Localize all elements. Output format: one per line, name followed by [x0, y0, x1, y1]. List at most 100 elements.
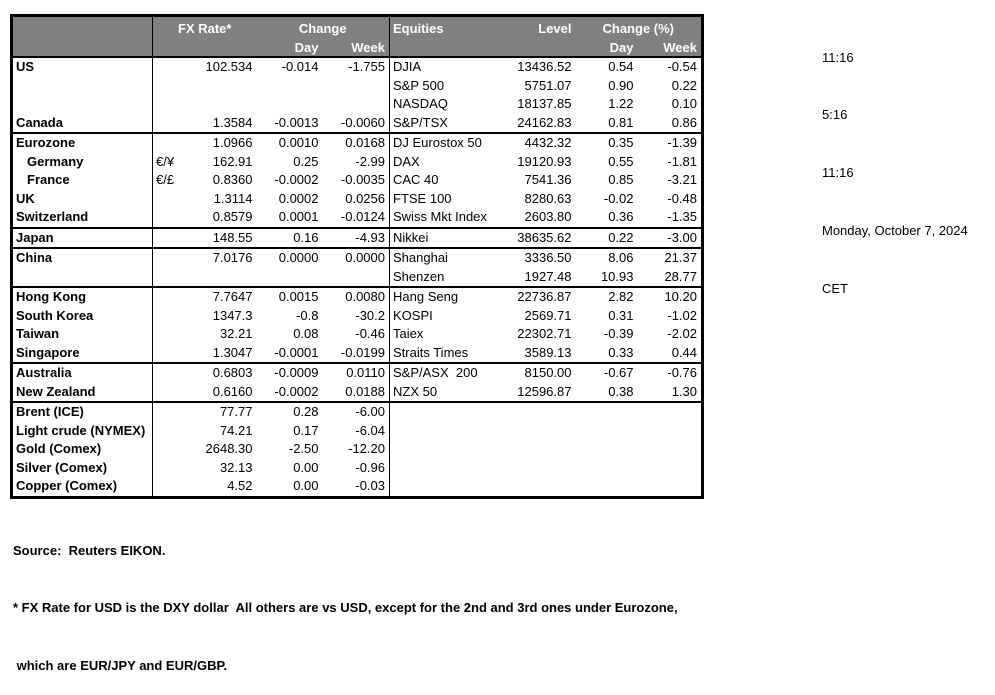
country-name-cell: Japan: [11, 226, 153, 248]
market-data-table: FX Rate* Change Equities Level Change (%…: [10, 14, 704, 499]
equity-level-cell: 7541.36: [524, 172, 572, 187]
currency-pair-cell: [152, 267, 188, 287]
equity-day-change-cell: 2.82: [575, 286, 638, 307]
equity-day-change-cell: [576, 440, 638, 459]
fx-week-change-cell: -6.00: [322, 401, 390, 422]
equity-day-change-cell: 0.38: [608, 383, 634, 399]
equity-day-change-cell: [576, 422, 638, 441]
equity-week-change-cell: -2.02: [667, 326, 697, 341]
equity-week-change-cell: -0.76: [637, 362, 703, 383]
fx-week-change-cell: -6.04: [355, 422, 385, 438]
equity-day-change-cell: [575, 401, 638, 422]
fx-rate-cell: 0.6803: [187, 362, 257, 383]
time-line-1: 11:16: [822, 49, 854, 65]
equity-week-change-cell: -1.81: [667, 153, 697, 169]
country-name-cell: Gold (Comex): [16, 441, 102, 456]
equity-level-cell: 2603.80: [524, 209, 572, 224]
fx-day-change-cell: [257, 77, 323, 96]
fx-rate-cell: 1.3114: [213, 190, 253, 206]
equity-level-cell: 3336.50: [503, 247, 576, 268]
fx-day-change-cell: 0.16: [256, 226, 323, 248]
header-spacer: [152, 40, 257, 58]
country-name-cell: Brent (ICE): [11, 401, 153, 422]
header-spacer: [11, 15, 153, 40]
fx-week-header: Week: [322, 40, 390, 58]
equity-day-change-cell: 0.35: [575, 132, 638, 153]
currency-pair-cell: [152, 421, 188, 440]
equity-level-cell: 22302.71: [517, 326, 572, 341]
equity-name-cell: DJIA: [389, 57, 504, 77]
equity-week-change-cell: 10.20: [637, 286, 703, 307]
equity-name-cell: Hang Seng: [389, 286, 504, 307]
currency-pair-cell: [152, 226, 188, 248]
equity-week-change-cell: 0.86: [671, 114, 697, 130]
equities-header: Equities: [389, 15, 504, 40]
table-row: Gold (Comex) 2648.30 -2.50 -12.20: [12, 440, 703, 459]
footer-notes: Source: Reuters EIKON. * FX Rate for USD…: [13, 502, 678, 695]
equity-week-change-cell: -0.54: [667, 59, 697, 74]
table-row: UK 1.3114 0.0002 0.0256 FTSE 100 8280.63 -0.02…: [12, 189, 703, 208]
fx-rate-cell: [188, 95, 257, 114]
country-name-cell: Silver (Comex): [16, 459, 108, 475]
timezone-label: CET: [822, 281, 848, 297]
country-name-cell: UK: [16, 190, 35, 206]
currency-pair-cell: [152, 76, 188, 95]
equity-level-cell: [504, 440, 576, 459]
table-row: Australia 0.6803 -0.0009 0.0110 S&P/ASX 200 8…: [11, 362, 703, 383]
currency-pair-cell: [152, 343, 188, 363]
date-line: Monday, October 7, 2024: [822, 223, 968, 239]
equity-week-change-cell: 0.44: [671, 344, 697, 360]
source-note: Source: Reuters EIKON.: [13, 542, 166, 558]
currency-pair-cell: [152, 189, 188, 208]
fx-day-change-cell: [257, 95, 323, 114]
equity-name-cell: DAX: [389, 152, 504, 171]
table-row: Germany €/¥ 162.91 0.25 -2.99 DAX 19120.93 0.55…: [12, 152, 703, 171]
equity-change-pct-header: Change (%): [575, 15, 703, 40]
currency-pair-cell: [152, 95, 188, 114]
fx-rate-cell: 32.13: [219, 459, 253, 475]
country-name-cell: [12, 268, 153, 288]
currency-pair-cell: [152, 440, 188, 459]
fx-footnote-line-2: which are EUR/JPY and EUR/GBP.: [13, 658, 228, 674]
equity-day-change-cell: 0.90: [608, 77, 634, 93]
equity-name-cell: S&P/ASX 200: [389, 362, 504, 383]
fx-change-header: Change: [256, 15, 390, 40]
equity-week-header: Week: [637, 40, 703, 58]
equity-name-cell: [389, 440, 504, 459]
equity-name-cell: [389, 477, 504, 497]
clock-block: 11:16 5:16 11:16 Monday, October 7, 2024…: [822, 9, 968, 318]
equity-day-change-cell: [576, 459, 638, 478]
country-name-cell: Canada: [16, 114, 63, 130]
equity-name-cell: NASDAQ: [389, 95, 504, 114]
header-spacer: [389, 40, 504, 58]
fx-rate-cell: 1.3584: [212, 114, 253, 130]
fx-rate-cell: 1.0966: [187, 132, 257, 153]
equity-level-cell: 12596.87: [517, 383, 572, 399]
fx-week-change-cell: [323, 77, 390, 96]
fx-week-change-cell: 0.0000: [322, 247, 390, 268]
currency-pair-cell: [152, 132, 188, 153]
equity-level-cell: 38635.62: [503, 226, 576, 248]
country-name-cell: Taiwan: [16, 326, 60, 341]
fx-week-change-cell: [323, 268, 390, 288]
equity-level-cell: 1927.48: [524, 268, 572, 284]
table-row: Taiwan 32.21 0.08 -0.46 Taiex 22302.71 -0.39 -2…: [12, 325, 703, 344]
equity-week-change-cell: 21.37: [637, 247, 703, 268]
equity-level-cell: 19120.93: [517, 153, 572, 169]
fx-day-change-cell: -0.014: [281, 59, 319, 74]
country-name-cell: Australia: [11, 362, 153, 383]
fx-day-header: Day: [256, 40, 323, 58]
equity-day-change-cell: -0.67: [575, 362, 638, 383]
table-row: Japan 148.55 0.16 -4.93 Nikkei 38635.62 0.22 -3…: [11, 226, 703, 248]
equity-name-cell: FTSE 100: [389, 189, 504, 208]
fx-day-change-cell: 0.0002: [278, 190, 319, 206]
currency-pair-cell: [152, 113, 188, 133]
equity-week-change-cell: -1.39: [637, 132, 703, 153]
currency-pair-cell: [152, 306, 188, 325]
currency-pair-cell: [152, 382, 188, 402]
equity-level-cell: 8150.00: [503, 362, 576, 383]
equity-day-change-cell: 8.06: [575, 247, 638, 268]
fx-day-change-cell: 0.08: [293, 326, 319, 341]
equity-name-cell: Nikkei: [389, 226, 504, 248]
equity-day-change-cell: 0.55: [608, 153, 634, 169]
